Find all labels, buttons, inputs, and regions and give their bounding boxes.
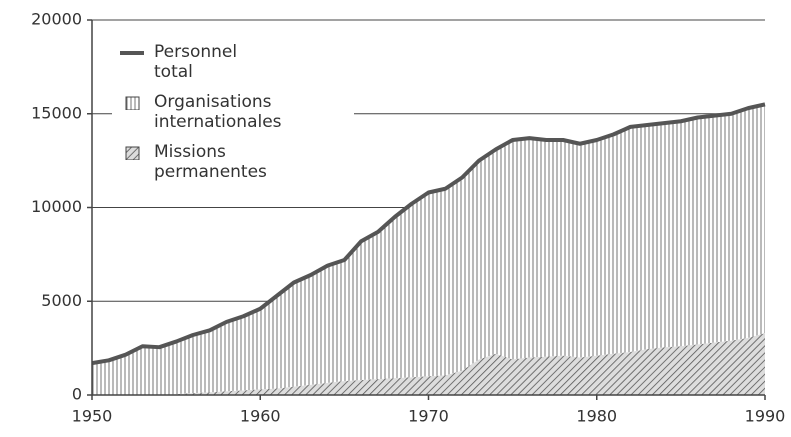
x-tick-label: 1990 [745, 407, 786, 426]
y-tick-label: 10000 [31, 197, 82, 216]
total-line [91, 102, 766, 366]
legend: Personnel total Organisations internation… [112, 38, 354, 196]
swatch-graphic [125, 146, 140, 161]
y-tick-label: 0 [72, 385, 82, 404]
legend-swatch [118, 145, 146, 161]
x-tick-label: 1980 [576, 407, 617, 426]
swatch-graphic [125, 96, 140, 111]
legend-swatch [118, 95, 146, 111]
area [92, 333, 765, 395]
x-tick-label: 1970 [408, 407, 449, 426]
legend-item: Organisations internationales [118, 92, 348, 132]
legend-item: Missions permanentes [118, 142, 348, 182]
swatch-mark [125, 96, 140, 111]
legend-swatch [118, 45, 146, 59]
y-tick-label: 20000 [31, 10, 82, 29]
y-tick-label: 5000 [41, 291, 82, 310]
swatch-mark [125, 146, 140, 161]
x-tick-label: 1960 [240, 407, 281, 426]
legend-label: Personnel total [154, 42, 238, 82]
legend-label: Missions permanentes [154, 142, 267, 182]
x-tick-label: 1950 [72, 407, 113, 426]
legend-item: Personnel total [118, 42, 348, 82]
area [92, 104, 765, 395]
y-tick-label: 15000 [31, 103, 82, 122]
swatch-graphic [120, 51, 144, 55]
legend-label: Organisations internationales [154, 92, 282, 132]
